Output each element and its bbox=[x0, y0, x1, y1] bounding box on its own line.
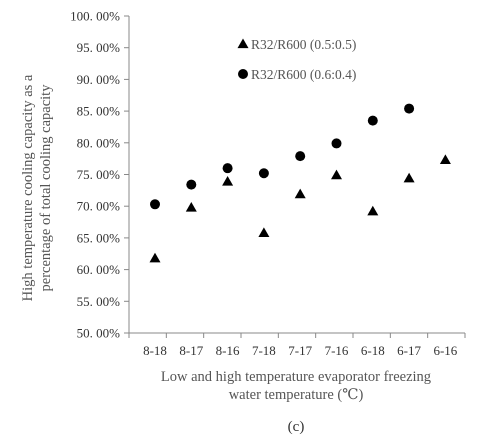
point-triangle-6-18 bbox=[367, 205, 379, 216]
point-triangle-8-17 bbox=[185, 201, 197, 212]
y-tick-label: 65. 00% bbox=[77, 230, 121, 245]
y-tick-label: 95. 00% bbox=[77, 40, 121, 55]
x-axis-ticks: 8-18 8-17 8-16 7-18 7-17 7-16 6-18 6-17 6-16 bbox=[128, 333, 466, 358]
point-triangle-8-18 bbox=[149, 252, 161, 263]
x-tick-label: 7-17 bbox=[288, 343, 312, 358]
y-axis-ticks: 50. 00% 55. 00% 60. 00% 65. 00% 70. 00% 75. 0… bbox=[70, 9, 129, 341]
y-axis-title-line-1: High temperature cooling capacity as a bbox=[20, 74, 36, 301]
point-circle-8-17 bbox=[186, 179, 197, 190]
y-tick-label: 75. 00% bbox=[77, 167, 121, 182]
y-tick-label: 55. 00% bbox=[77, 294, 121, 309]
point-circle-7-16 bbox=[331, 138, 342, 149]
x-tick-label: 6-17 bbox=[397, 343, 421, 358]
point-circle-7-18 bbox=[258, 168, 269, 179]
y-tick-label: 90. 00% bbox=[77, 72, 121, 87]
x-tick-label: 8-16 bbox=[216, 343, 240, 358]
point-circle-8-16 bbox=[222, 163, 233, 174]
x-tick-label: 8-18 bbox=[143, 343, 167, 358]
point-triangle-8-16 bbox=[222, 175, 234, 186]
legend: R32/R600 (0.5:0.5) R32/R600 (0.6:0.4) bbox=[237, 37, 356, 82]
legend-label-2: R32/R600 (0.6:0.4) bbox=[251, 67, 356, 82]
axes bbox=[128, 16, 465, 334]
y-tick-label: 70. 00% bbox=[77, 199, 121, 214]
data-points bbox=[149, 103, 451, 263]
point-circle-8-18 bbox=[150, 199, 160, 210]
figure-caption: (c) bbox=[288, 419, 305, 435]
point-triangle-7-17 bbox=[294, 188, 306, 199]
x-tick-label: 7-18 bbox=[252, 343, 276, 358]
y-tick-label: 80. 00% bbox=[77, 135, 121, 150]
x-tick-label: 6-18 bbox=[361, 343, 385, 358]
point-circle-6-18 bbox=[367, 115, 378, 126]
legend-marker-2 bbox=[238, 69, 248, 79]
point-circle-6-17 bbox=[404, 103, 415, 114]
x-tick-label: 8-17 bbox=[179, 343, 203, 358]
point-triangle-7-16 bbox=[331, 169, 342, 180]
y-tick-label: 100. 00% bbox=[70, 9, 120, 24]
legend-label-1: R32/R600 (0.5:0.5) bbox=[251, 37, 356, 52]
x-tick-label: 7-16 bbox=[325, 343, 349, 358]
x-axis-title-line-1: Low and high temperature evaporator free… bbox=[161, 369, 431, 385]
legend-marker-1 bbox=[237, 38, 249, 49]
y-tick-label: 60. 00% bbox=[77, 262, 121, 277]
x-tick-label: 6-16 bbox=[433, 343, 457, 358]
y-axis-title-line-2: percentage of total cooling capacity bbox=[38, 84, 54, 292]
point-triangle-6-17 bbox=[403, 172, 415, 183]
point-circle-7-17 bbox=[295, 151, 306, 162]
point-triangle-6-16 bbox=[439, 154, 451, 165]
x-axis-title-line-2: water temperature (℃) bbox=[229, 387, 364, 403]
y-tick-label: 50. 00% bbox=[77, 326, 121, 341]
point-triangle-7-18 bbox=[258, 227, 270, 237]
y-tick-label: 85. 00% bbox=[77, 104, 121, 119]
